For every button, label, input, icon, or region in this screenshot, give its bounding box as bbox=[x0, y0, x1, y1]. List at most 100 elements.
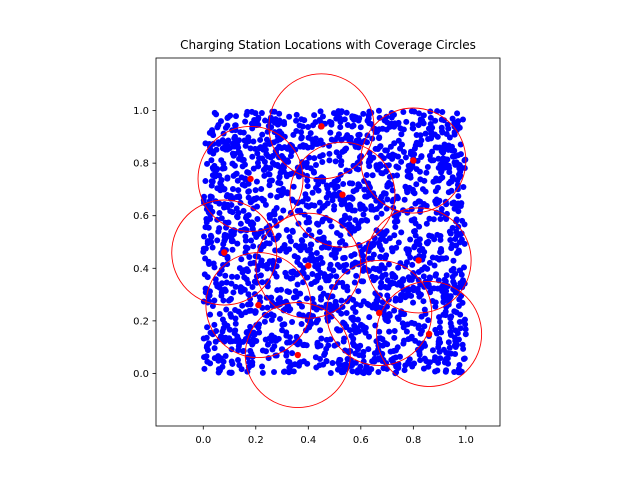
demand-point bbox=[379, 299, 386, 306]
demand-point bbox=[229, 150, 236, 157]
demand-point bbox=[304, 177, 311, 184]
demand-point bbox=[427, 275, 434, 282]
demand-point bbox=[298, 321, 305, 328]
demand-point bbox=[304, 360, 311, 367]
demand-point bbox=[206, 129, 213, 136]
demand-point bbox=[445, 301, 452, 308]
demand-point bbox=[276, 136, 283, 143]
demand-point bbox=[457, 151, 464, 158]
demand-point bbox=[238, 256, 245, 263]
demand-point bbox=[395, 121, 402, 128]
demand-point bbox=[256, 329, 263, 336]
demand-point bbox=[440, 311, 447, 318]
demand-point bbox=[421, 306, 428, 313]
demand-point bbox=[254, 159, 261, 166]
demand-point bbox=[334, 366, 341, 373]
demand-point bbox=[455, 302, 462, 309]
demand-point bbox=[377, 335, 384, 342]
demand-point bbox=[383, 168, 390, 175]
demand-point bbox=[251, 116, 258, 123]
demand-point bbox=[423, 169, 430, 176]
x-tick-label: 1.0 bbox=[458, 435, 474, 446]
demand-points-layer bbox=[200, 107, 469, 377]
demand-point bbox=[241, 274, 248, 281]
demand-point bbox=[218, 289, 225, 296]
demand-point bbox=[340, 180, 347, 187]
demand-point bbox=[236, 194, 243, 201]
demand-point bbox=[430, 216, 437, 223]
demand-point bbox=[413, 132, 420, 139]
demand-point bbox=[367, 366, 374, 373]
demand-point bbox=[240, 129, 247, 136]
demand-point bbox=[244, 169, 251, 176]
demand-point bbox=[232, 283, 239, 290]
demand-point bbox=[452, 153, 459, 160]
demand-point bbox=[303, 219, 310, 226]
demand-point bbox=[339, 303, 346, 310]
demand-point bbox=[419, 246, 426, 253]
demand-point bbox=[455, 248, 462, 255]
demand-point bbox=[215, 366, 222, 373]
demand-point bbox=[348, 314, 355, 321]
demand-point bbox=[344, 121, 351, 128]
demand-point bbox=[240, 207, 247, 214]
demand-point bbox=[417, 357, 424, 364]
demand-point bbox=[360, 110, 367, 117]
demand-point bbox=[252, 145, 259, 152]
demand-point bbox=[378, 279, 385, 286]
demand-point bbox=[245, 180, 252, 187]
demand-point bbox=[293, 117, 300, 124]
demand-point bbox=[276, 174, 283, 181]
demand-point bbox=[317, 285, 324, 292]
demand-point bbox=[262, 142, 269, 149]
demand-point bbox=[396, 279, 403, 286]
coverage-circle bbox=[326, 260, 433, 366]
demand-point bbox=[392, 347, 399, 354]
demand-point bbox=[200, 335, 207, 342]
demand-point bbox=[383, 147, 390, 154]
demand-point bbox=[298, 135, 305, 142]
demand-point bbox=[244, 301, 251, 308]
demand-point bbox=[316, 208, 323, 215]
demand-point bbox=[215, 357, 222, 364]
demand-point bbox=[360, 246, 367, 253]
demand-point bbox=[216, 336, 223, 343]
demand-point bbox=[280, 185, 287, 192]
demand-point bbox=[374, 166, 381, 173]
demand-point bbox=[384, 196, 391, 203]
demand-point bbox=[313, 140, 320, 147]
demand-point bbox=[438, 246, 444, 252]
demand-point bbox=[204, 324, 211, 331]
demand-point bbox=[435, 338, 442, 345]
demand-point bbox=[207, 193, 214, 200]
demand-point bbox=[275, 335, 282, 342]
demand-point bbox=[455, 365, 462, 372]
demand-point bbox=[277, 315, 283, 322]
demand-point bbox=[237, 288, 244, 295]
demand-point bbox=[320, 234, 327, 241]
demand-point bbox=[209, 172, 216, 179]
demand-point bbox=[228, 358, 235, 365]
demand-point bbox=[426, 259, 433, 266]
demand-point bbox=[438, 329, 445, 336]
demand-point bbox=[246, 328, 253, 335]
demand-point bbox=[338, 201, 345, 208]
demand-point bbox=[377, 143, 384, 150]
demand-point bbox=[269, 211, 276, 218]
demand-point bbox=[460, 183, 467, 190]
demand-point bbox=[229, 185, 236, 192]
demand-point bbox=[458, 236, 465, 243]
demand-point bbox=[283, 329, 290, 336]
demand-point bbox=[323, 301, 330, 308]
demand-point bbox=[275, 179, 282, 186]
demand-point bbox=[328, 223, 335, 230]
demand-point bbox=[289, 350, 296, 357]
demand-point bbox=[340, 319, 347, 326]
demand-point bbox=[338, 310, 345, 317]
demand-point bbox=[220, 297, 227, 304]
demand-point bbox=[296, 122, 303, 129]
demand-point bbox=[201, 233, 208, 240]
demand-point bbox=[218, 215, 225, 222]
demand-point bbox=[236, 155, 243, 162]
demand-point bbox=[317, 254, 324, 261]
